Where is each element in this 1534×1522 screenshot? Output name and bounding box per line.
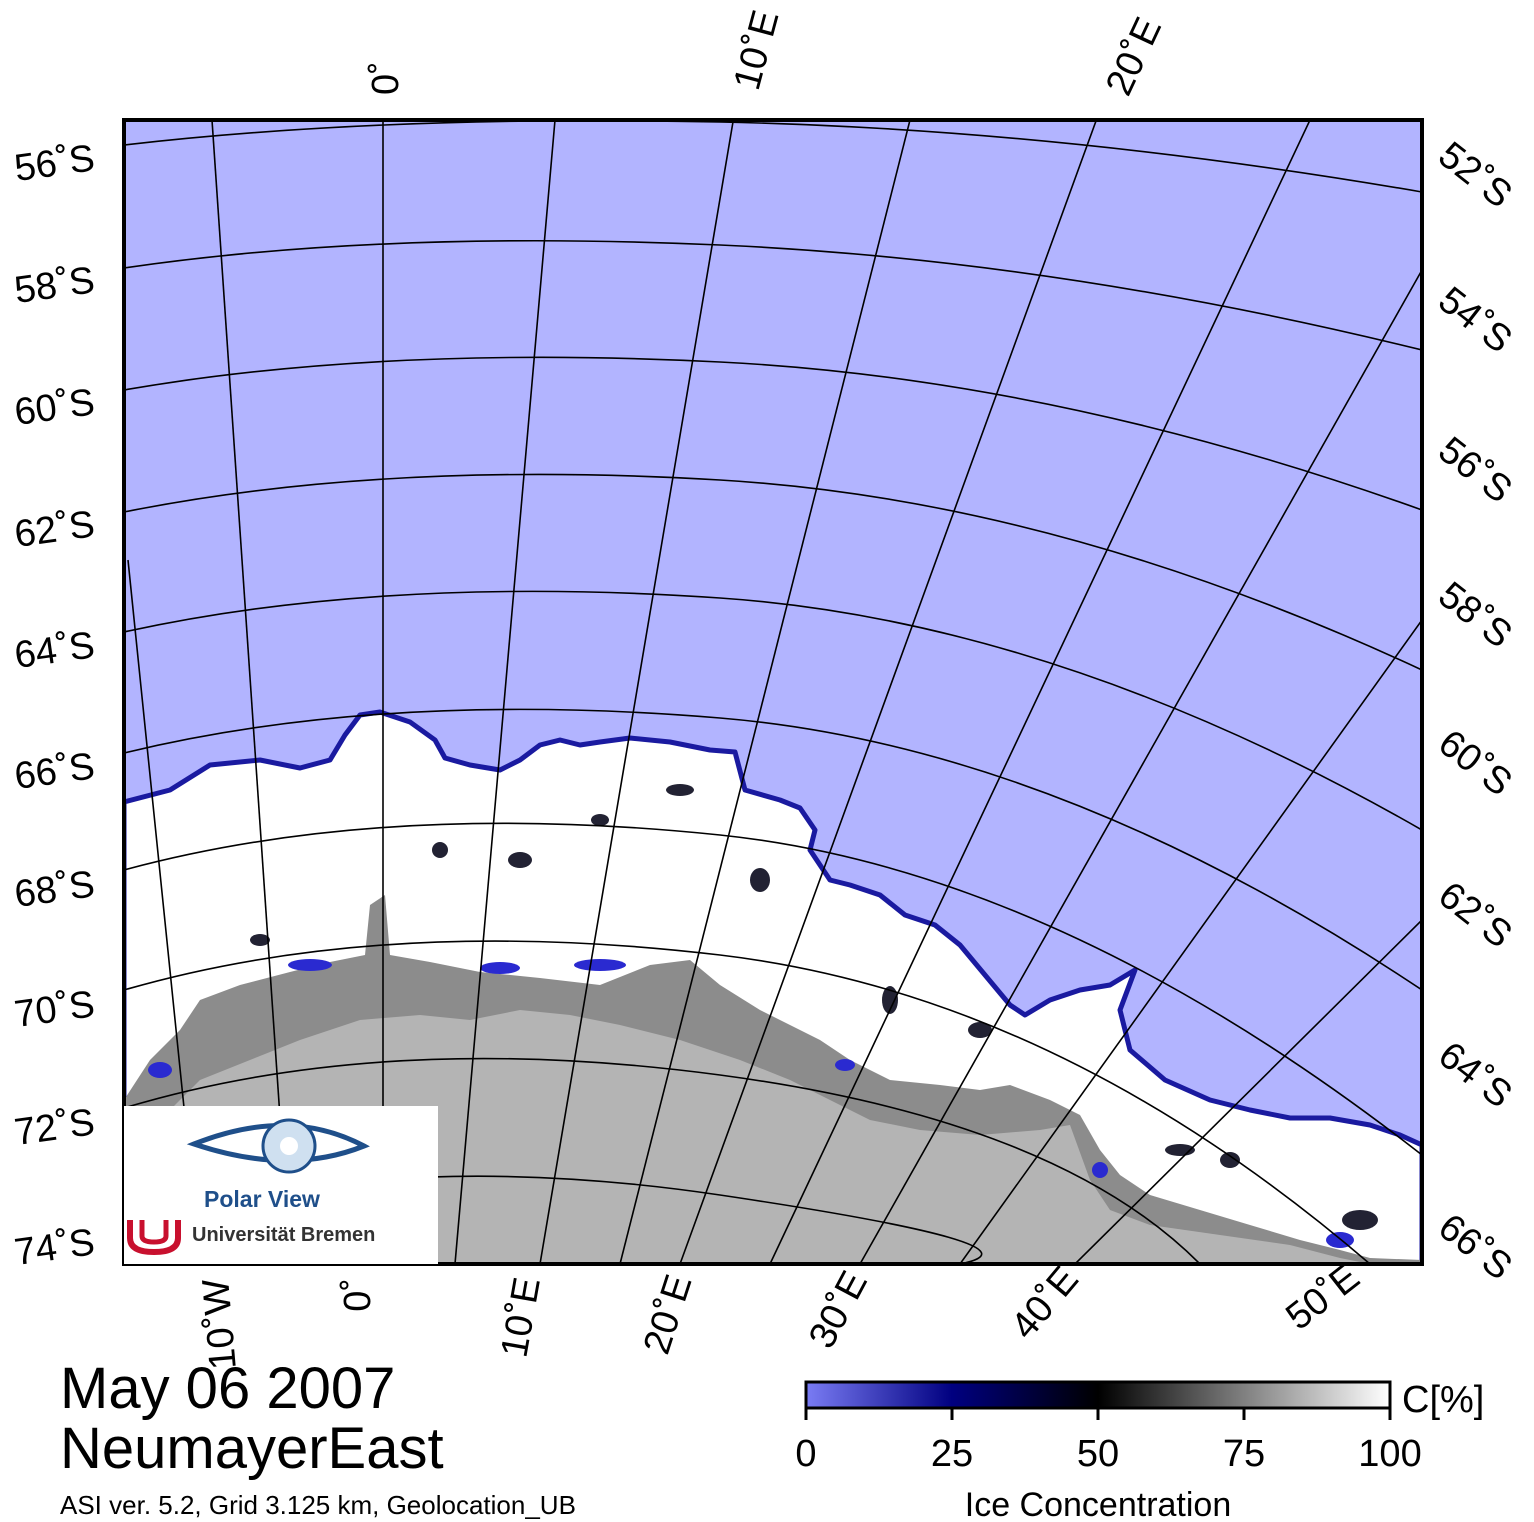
lon-label-top-10e: 10˚E xyxy=(726,6,787,94)
ice-concentration-patches xyxy=(250,784,1378,1230)
lat-label-right-66: 66˚S xyxy=(1430,1206,1519,1289)
lon-label-top-20e: 20˚E xyxy=(1098,11,1170,102)
left-latitude-labels: 56˚S 58˚S 60˚S 62˚S 64˚S 66˚S 68˚S 70˚S … xyxy=(12,137,97,1274)
lon-label-bottom-40e: 40˚E xyxy=(1003,1259,1087,1347)
top-longitude-labels: 0˚ 10˚E 20˚E xyxy=(365,6,1170,102)
polar-view-logo: Polar View Universität Bremen xyxy=(124,1106,438,1264)
colorbar-title: Ice Concentration xyxy=(965,1486,1232,1522)
lat-label-right-62: 62˚S xyxy=(1430,874,1519,957)
lat-label-right-52: 52˚S xyxy=(1430,134,1519,217)
colorbar-tick-label: 75 xyxy=(1223,1433,1265,1475)
colorbar: 0 25 50 75 100 C[%] Ice Concentration xyxy=(795,1379,1484,1522)
lat-label-left-56: 56˚S xyxy=(12,137,97,190)
colorbar-tick-label: 0 xyxy=(795,1433,816,1475)
colorbar-unit: C[%] xyxy=(1402,1379,1484,1421)
lon-label-bottom-50e: 50˚E xyxy=(1278,1256,1367,1339)
lat-label-left-74: 74˚S xyxy=(12,1221,97,1274)
lat-label-right-60: 60˚S xyxy=(1430,722,1519,805)
colorbar-gradient xyxy=(804,1380,1392,1410)
polar-eye-icon xyxy=(186,1118,370,1174)
lon-label-bottom-20e: 20˚E xyxy=(636,1270,701,1359)
lon-label-top-0: 0˚ xyxy=(365,61,407,95)
lon-label-bottom-0: 0˚ xyxy=(337,1278,379,1312)
lat-label-left-60: 60˚S xyxy=(12,381,97,434)
date-title: May 06 2007 xyxy=(60,1356,396,1421)
lat-label-left-62: 62˚S xyxy=(12,503,97,556)
colorbar-tick-label: 25 xyxy=(931,1433,973,1475)
lat-label-left-72: 72˚S xyxy=(12,1101,97,1154)
bottom-longitude-labels: 10˚W 0˚ 10˚E 20˚E 30˚E 40˚E 50˚E xyxy=(195,1256,1367,1371)
colorbar-tick-label: 50 xyxy=(1077,1433,1119,1475)
logo-institution: Universität Bremen xyxy=(192,1224,376,1246)
graticule-parallels xyxy=(124,120,1422,1264)
lat-label-left-58: 58˚S xyxy=(12,259,97,312)
colorbar-tick-label: 100 xyxy=(1358,1433,1421,1475)
map-frame xyxy=(122,118,1424,1266)
lat-label-left-70: 70˚S xyxy=(12,983,97,1036)
colorbar-ticks xyxy=(804,1408,1392,1420)
lon-label-bottom-10w: 10˚W xyxy=(195,1277,245,1371)
lat-label-right-54: 54˚S xyxy=(1430,279,1519,362)
lon-label-bottom-30e: 30˚E xyxy=(801,1265,876,1356)
lat-label-right-56: 56˚S xyxy=(1430,429,1519,512)
logo-title: Polar View xyxy=(204,1186,320,1212)
region-title: NeumayerEast xyxy=(60,1416,444,1481)
right-latitude-labels: 52˚S 54˚S 56˚S 58˚S 60˚S 62˚S 64˚S 66˚S xyxy=(1430,134,1519,1289)
lat-label-left-66: 66˚S xyxy=(12,745,97,798)
lat-label-left-64: 64˚S xyxy=(12,624,97,677)
lat-label-right-64: 64˚S xyxy=(1430,1034,1519,1117)
lat-label-left-68: 68˚S xyxy=(12,863,97,916)
lon-label-bottom-10e: 10˚E xyxy=(494,1274,549,1360)
processing-info: ASI ver. 5.2, Grid 3.125 km, Geolocation… xyxy=(60,1490,576,1520)
bremen-u-crest-icon xyxy=(127,1220,181,1256)
lat-label-right-58: 58˚S xyxy=(1430,574,1519,657)
